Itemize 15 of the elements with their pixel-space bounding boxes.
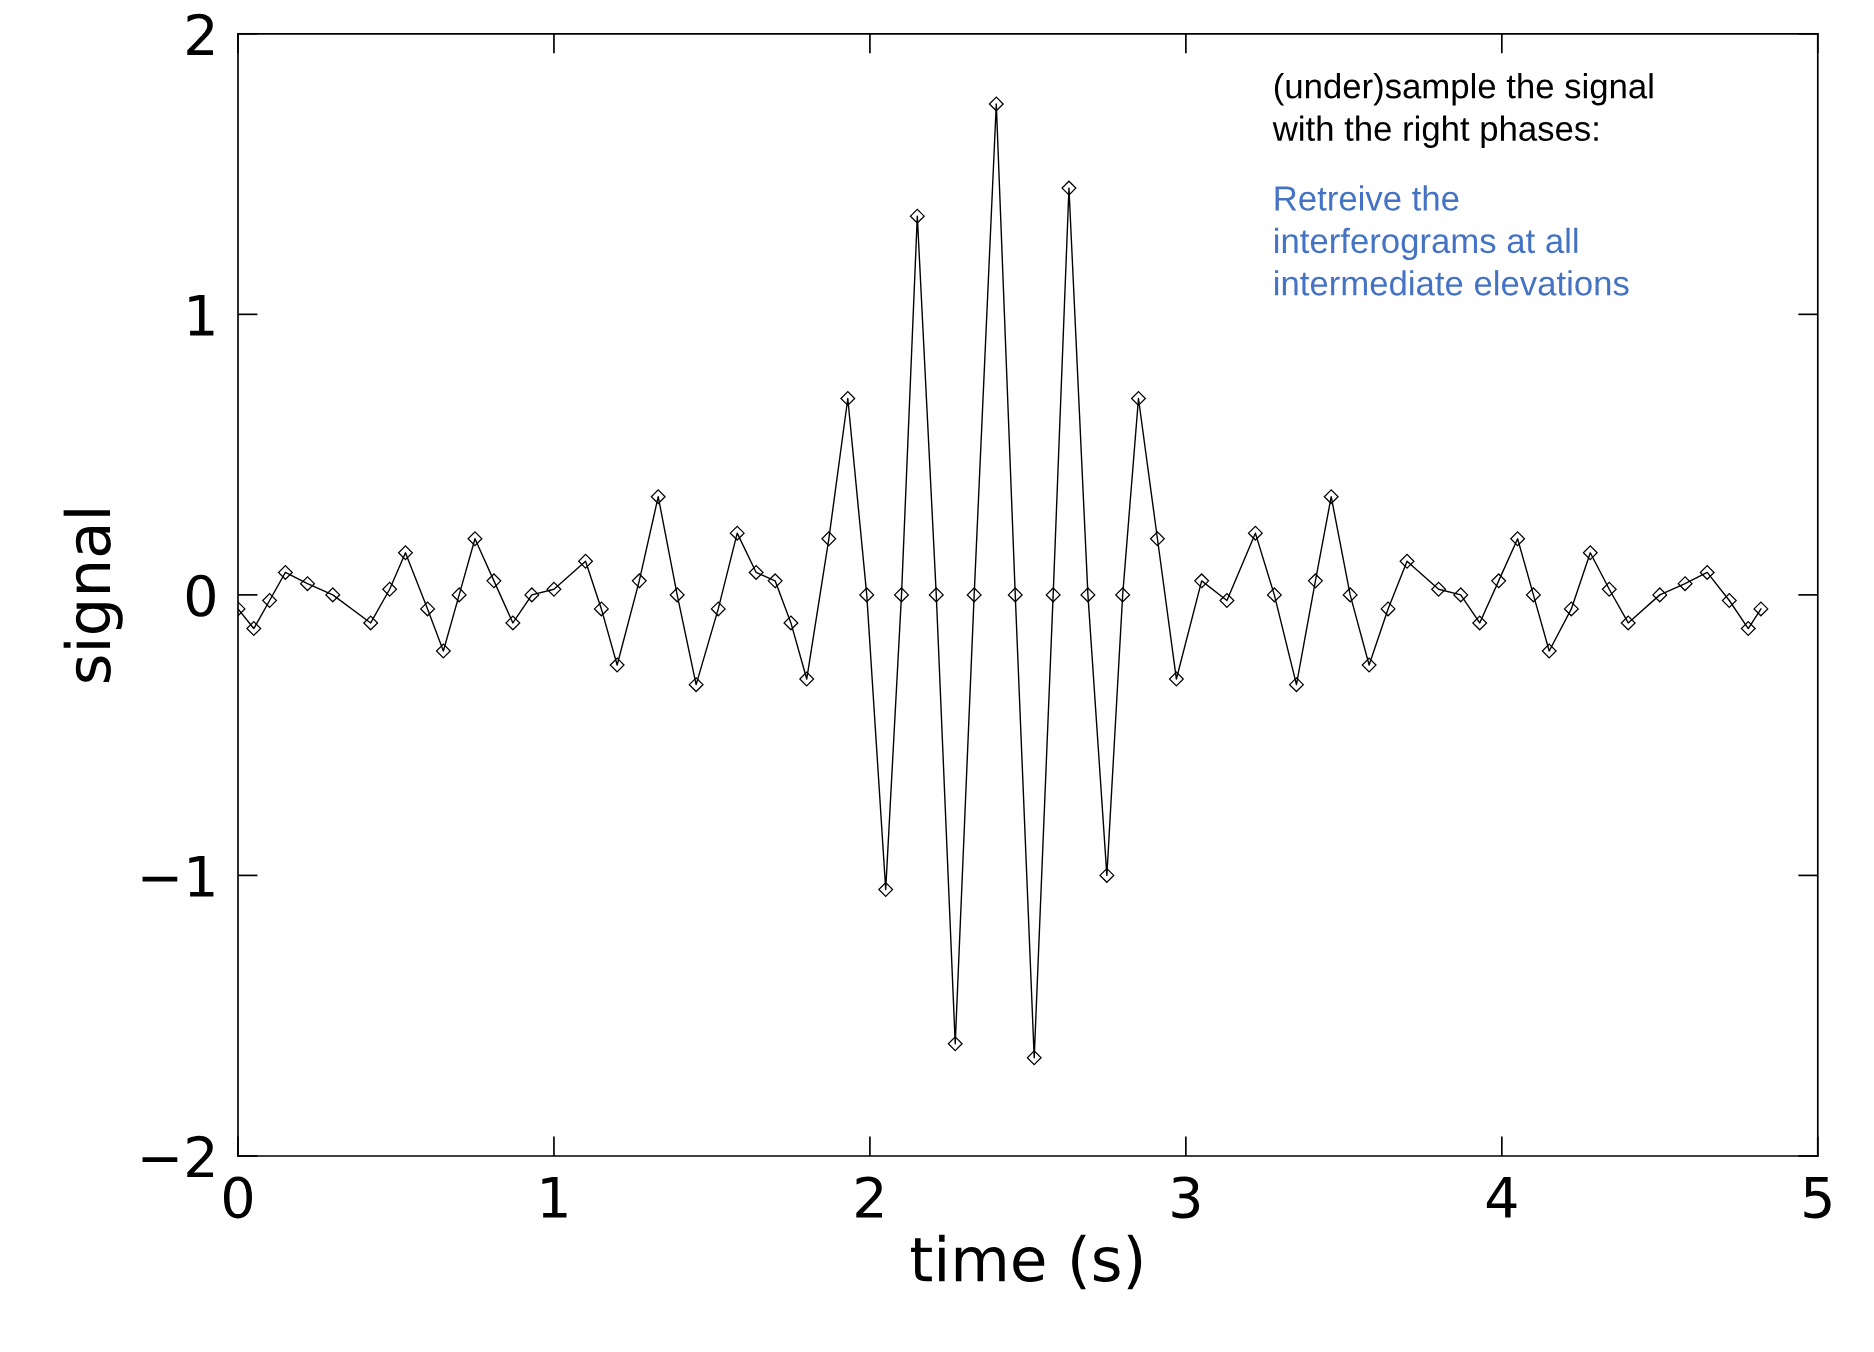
y-axis-title: signal [63,510,123,682]
y-tick-label: −2 [142,1135,213,1178]
y-tick-label: −1 [142,856,214,897]
x-tick-label: 4 [1486,1177,1517,1218]
x-tick-label: 2 [856,1176,883,1218]
y-tick-label: 0 [186,574,215,617]
y-tick-label: 2 [187,13,213,55]
x-axis-title: time (s) [911,1234,1142,1290]
annotation: (under)sample the signal with the right phases: [1272,73,1653,148]
x-tick-label: 5 [1804,1177,1831,1219]
annotation: Retreive the interferograms at all intermediate elevations [1275,185,1629,296]
x-tick-label: 0 [223,1176,252,1219]
y-tick-label: 1 [189,294,214,336]
x-tick-label: 1 [542,1177,567,1218]
x-tick-label: 3 [1172,1176,1200,1219]
